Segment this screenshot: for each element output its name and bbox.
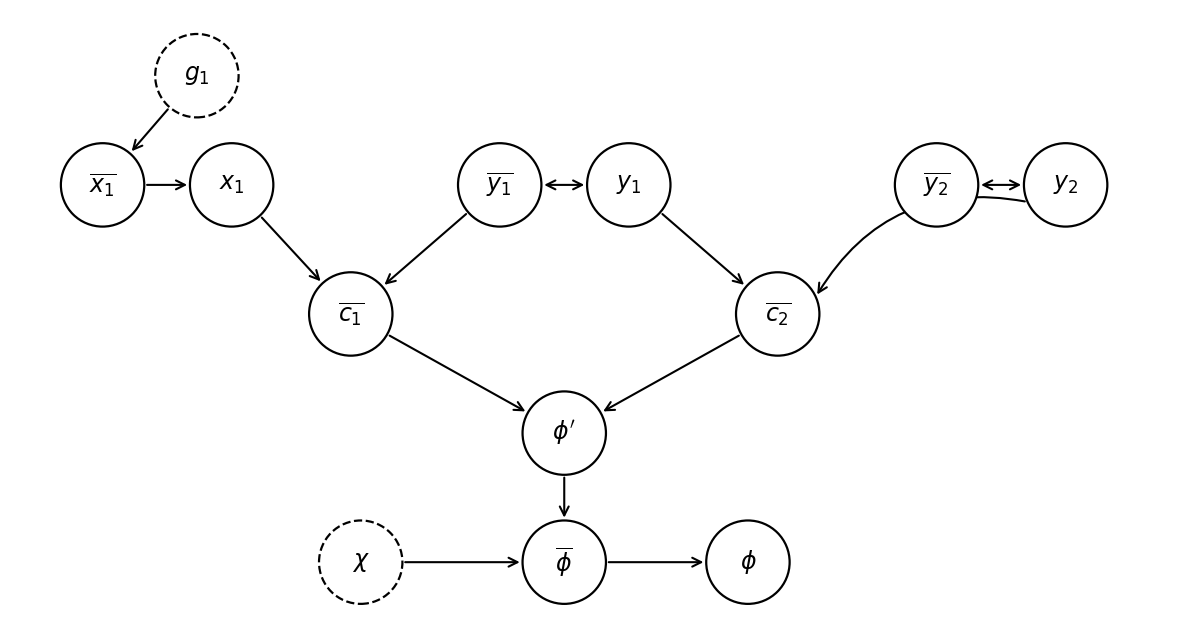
Text: $\overline{c_1}$: $\overline{c_1}$ <box>338 300 364 328</box>
Text: $\overline{y_2}$: $\overline{y_2}$ <box>922 171 950 199</box>
Circle shape <box>61 143 144 227</box>
Circle shape <box>156 34 238 117</box>
Text: $\overline{c_2}$: $\overline{c_2}$ <box>764 300 791 328</box>
Text: $y_2$: $y_2$ <box>1053 174 1078 197</box>
Circle shape <box>1024 143 1107 227</box>
Text: $y_1$: $y_1$ <box>616 174 641 197</box>
Circle shape <box>736 273 819 356</box>
Text: $x_1$: $x_1$ <box>219 174 244 197</box>
Circle shape <box>895 143 979 227</box>
Circle shape <box>309 273 393 356</box>
Circle shape <box>458 143 541 227</box>
Text: $g_1$: $g_1$ <box>184 64 210 87</box>
Circle shape <box>587 143 671 227</box>
Circle shape <box>319 520 403 604</box>
Text: $\phi$: $\phi$ <box>739 548 756 576</box>
Circle shape <box>190 143 273 227</box>
Circle shape <box>522 391 606 475</box>
Text: $\chi$: $\chi$ <box>352 551 370 574</box>
Text: $\phi'$: $\phi'$ <box>552 419 576 447</box>
Text: $\overline{x_1}$: $\overline{x_1}$ <box>89 171 116 198</box>
Text: $\overline{\phi}$: $\overline{\phi}$ <box>556 546 573 578</box>
Circle shape <box>522 520 606 604</box>
Circle shape <box>707 520 789 604</box>
Text: $\overline{y_1}$: $\overline{y_1}$ <box>486 171 514 199</box>
